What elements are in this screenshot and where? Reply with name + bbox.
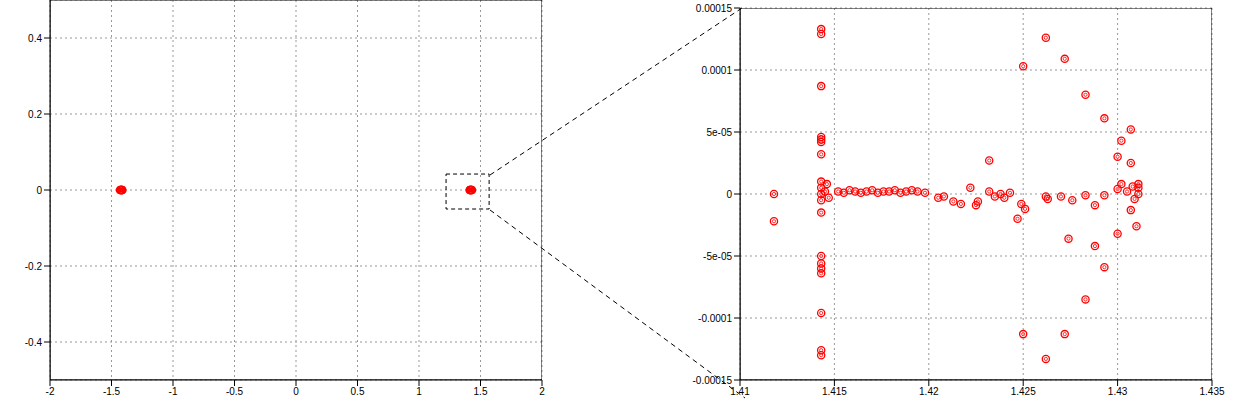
svg-text:-0.5: -0.5	[226, 386, 244, 397]
svg-text:-5e-05: -5e-05	[703, 251, 732, 262]
svg-text:0: 0	[726, 189, 732, 200]
svg-text:-0.00015: -0.00015	[693, 375, 733, 386]
svg-text:-1: -1	[169, 386, 178, 397]
svg-text:1.435: 1.435	[1199, 386, 1224, 397]
svg-text:1.415: 1.415	[822, 386, 847, 397]
svg-text:1: 1	[416, 386, 422, 397]
svg-text:1.42: 1.42	[919, 386, 939, 397]
svg-text:0.0001: 0.0001	[701, 65, 732, 76]
svg-text:0.4: 0.4	[28, 33, 42, 44]
svg-text:0.2: 0.2	[28, 109, 42, 120]
svg-text:-0.0001: -0.0001	[698, 313, 732, 324]
svg-text:1.425: 1.425	[1011, 386, 1036, 397]
svg-text:0: 0	[36, 185, 42, 196]
svg-text:2: 2	[539, 386, 545, 397]
svg-text:5e-05: 5e-05	[706, 127, 732, 138]
svg-text:-1.5: -1.5	[103, 386, 121, 397]
svg-text:1.43: 1.43	[1108, 386, 1128, 397]
svg-text:0: 0	[293, 386, 299, 397]
svg-text:-2: -2	[46, 386, 55, 397]
svg-text:1.41: 1.41	[730, 386, 750, 397]
svg-text:-0.4: -0.4	[25, 337, 43, 348]
svg-text:1.5: 1.5	[474, 386, 488, 397]
svg-text:-0.2: -0.2	[25, 261, 43, 272]
svg-text:0.00015: 0.00015	[696, 3, 733, 14]
svg-text:0.5: 0.5	[351, 386, 365, 397]
